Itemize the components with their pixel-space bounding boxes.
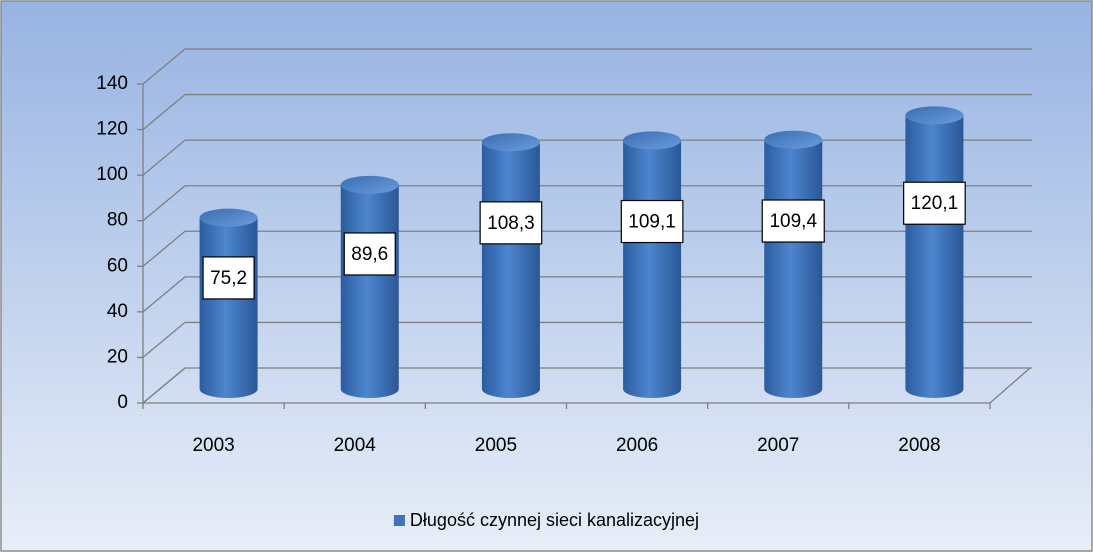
x-tick-label: 2003 — [192, 435, 234, 456]
data-label-box — [903, 181, 966, 225]
x-tick-label: 2005 — [475, 435, 517, 456]
data-label: 109,4 — [769, 211, 817, 232]
bar-top — [481, 133, 540, 152]
data-label: 89,6 — [351, 244, 388, 265]
grid-line — [142, 367, 1032, 404]
grid-line — [142, 93, 1032, 131]
bar-top — [764, 130, 823, 149]
bar-body — [905, 115, 964, 398]
y-tick-label: 100 — [96, 164, 128, 185]
y-tick-label: 80 — [107, 210, 128, 231]
bar-top — [340, 175, 399, 194]
data-label-box — [761, 199, 825, 243]
data-label: 120,1 — [911, 193, 959, 214]
bar — [199, 208, 258, 398]
legend-label: Długość czynnej sieci kanalizacyjnej — [410, 510, 699, 530]
data-label: 109,1 — [628, 212, 676, 233]
y-tick-label: 20 — [107, 346, 128, 367]
bar — [905, 106, 964, 398]
data-label-box — [343, 232, 396, 276]
bar-top — [623, 131, 682, 150]
grid-line — [142, 230, 1032, 267]
bar — [764, 130, 823, 398]
grid-line — [142, 139, 1032, 176]
x-tick-label: 2008 — [898, 435, 940, 456]
y-tick-label: 60 — [107, 255, 128, 276]
grid-line — [142, 321, 1032, 358]
y-tick-label: 0 — [117, 392, 128, 413]
legend-swatch — [393, 515, 405, 526]
bar-body — [481, 142, 540, 399]
data-label-box — [479, 201, 543, 245]
y-tick-label: 140 — [96, 73, 128, 94]
grid-line — [142, 48, 1032, 85]
data-label-box — [202, 256, 255, 300]
grid-line — [142, 185, 1032, 222]
grid-line — [142, 276, 1032, 313]
bar — [340, 175, 399, 398]
data-label: 108,3 — [487, 213, 535, 234]
x-tick-label: 2006 — [616, 435, 658, 456]
x-tick-label: 2007 — [757, 435, 799, 456]
bar-body — [623, 140, 682, 399]
bar-body — [199, 217, 258, 398]
data-label: 75,2 — [210, 268, 247, 289]
bar-top — [199, 208, 258, 227]
y-tick-label: 120 — [96, 119, 128, 140]
x-tick-label: 2004 — [334, 435, 377, 456]
bar — [623, 131, 682, 399]
bar — [481, 133, 540, 399]
bar-top — [905, 106, 964, 125]
y-tick-label: 40 — [107, 301, 128, 322]
data-label-box — [620, 199, 684, 244]
bar-body — [340, 184, 399, 398]
bar-body — [764, 139, 823, 398]
